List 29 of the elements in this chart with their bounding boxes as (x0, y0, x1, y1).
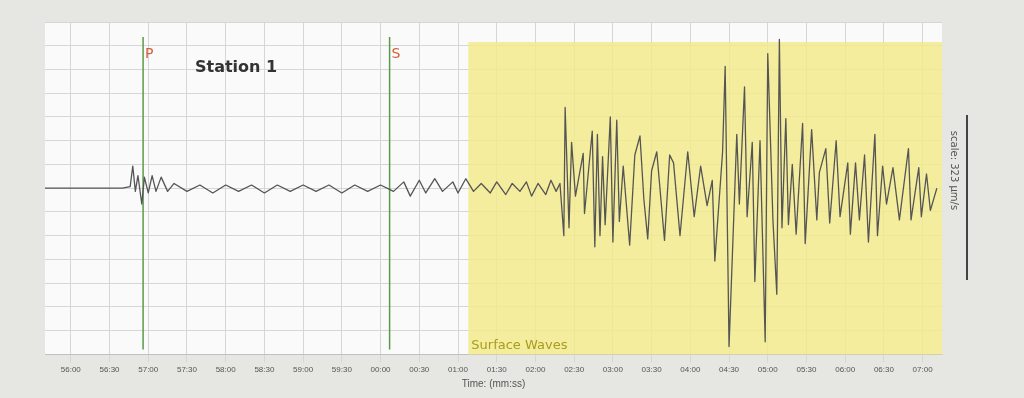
x-tick-label: 00:30 (409, 365, 430, 375)
ref-line-label: S (391, 44, 401, 61)
x-tick-label: 57:00 (138, 365, 159, 375)
x-tick-label: 59:00 (293, 365, 314, 375)
x-tick-label: 01:30 (486, 365, 508, 375)
x-tick-label: 03:30 (641, 365, 663, 375)
x-tick-label: 06:30 (873, 365, 895, 375)
text: scale: 323 μm/s (949, 130, 961, 210)
x-tick-label: 56:30 (99, 365, 121, 375)
x-tick-label: 06:00 (835, 365, 856, 375)
x-tick-label: 57:30 (176, 365, 198, 375)
x-tick-label: 59:30 (331, 365, 353, 375)
x-tick-label: 02:00 (525, 365, 546, 375)
x-tick-label: 04:30 (719, 365, 740, 375)
x-tick-label: 04:00 (680, 365, 701, 375)
x-tick-label: 58:30 (254, 365, 275, 375)
x-tick-label: 01:00 (447, 365, 469, 375)
band-label: Surface Waves (471, 337, 568, 353)
x-tick-label: 00:00 (370, 365, 392, 375)
x-tick-label: 03:00 (602, 365, 624, 375)
x-tick-label: 56:00 (60, 365, 82, 375)
x-tick-label: 58:00 (215, 365, 237, 375)
text: Station 1 (195, 57, 278, 77)
x-axis-title: Time: (mm:ss) (461, 377, 526, 389)
ref-line-label: P (145, 44, 154, 61)
x-tick-label: 05:00 (757, 365, 779, 375)
x-tick-label: 05:30 (796, 365, 818, 375)
x-tick-label: 07:00 (912, 365, 934, 375)
x-tick-label: 02:30 (564, 365, 585, 375)
